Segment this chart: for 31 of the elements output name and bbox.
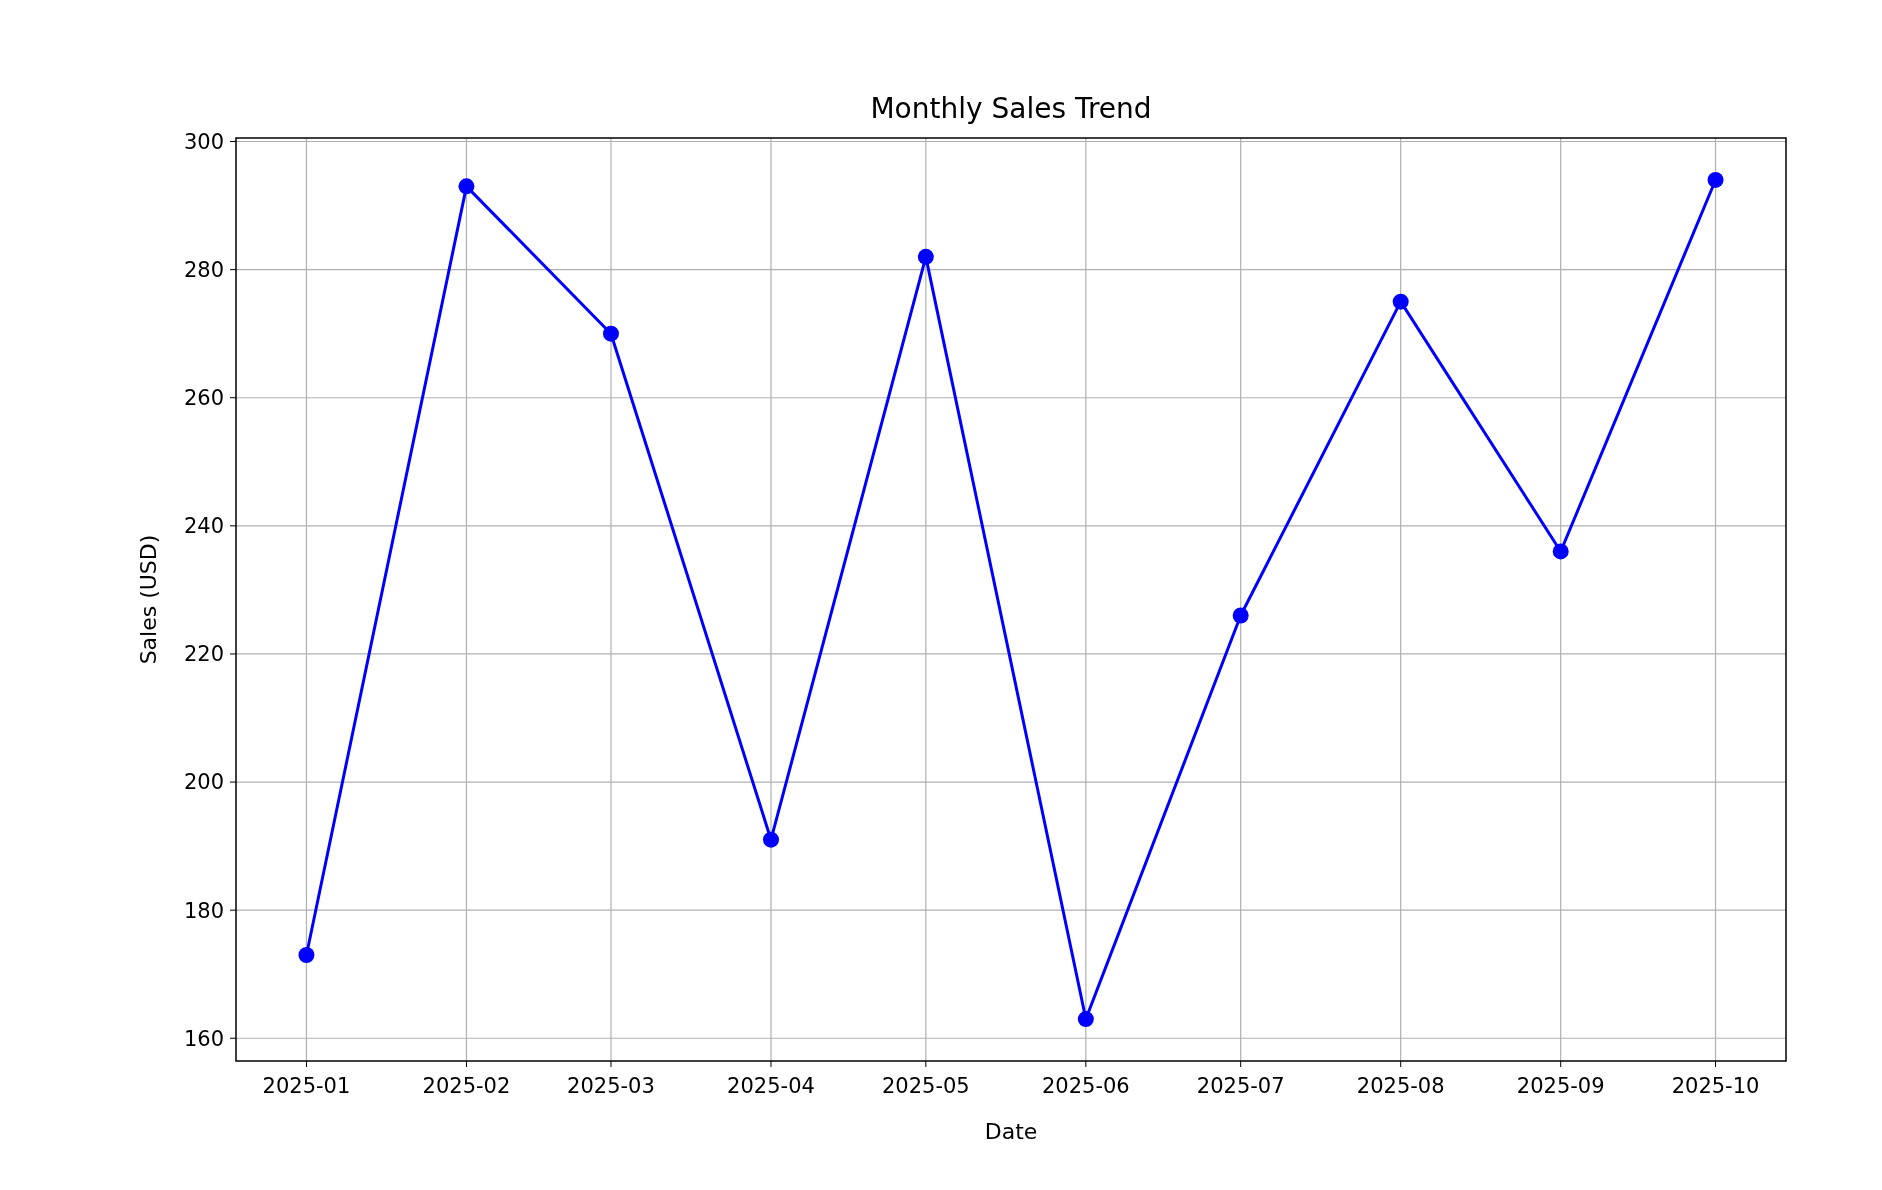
point	[762, 831, 779, 848]
point	[458, 178, 475, 195]
x-tick-label: 2025-01	[262, 1074, 351, 1098]
point	[917, 248, 934, 265]
y-tick-label: 220	[183, 642, 224, 667]
y-tick-label: 200	[183, 770, 224, 795]
y-tick-label: 260	[183, 386, 224, 411]
y-tick-label: 280	[183, 257, 224, 282]
y-tick-label: 240	[183, 514, 224, 539]
x-tick-label: 2025-03	[567, 1074, 655, 1098]
x-tick-label: 2025-10	[1671, 1074, 1760, 1098]
y-tick-label: 160	[183, 1026, 224, 1051]
x-tick-label: 2025-09	[1516, 1074, 1605, 1098]
x-tick-label: 2025-05	[881, 1074, 970, 1098]
x-axis-title: Date	[984, 1119, 1038, 1144]
x-tick-label: 2025-04	[727, 1074, 815, 1098]
point	[1232, 607, 1249, 624]
chart-title: Monthly Sales Trend	[870, 92, 1152, 125]
point	[1552, 543, 1569, 560]
x-tick-label: 2025-02	[422, 1074, 511, 1098]
x-tick-label: 2025-07	[1196, 1074, 1285, 1098]
x-tick-label: 2025-06	[1041, 1074, 1130, 1098]
point	[298, 946, 315, 963]
y-tick-label: 300	[183, 129, 224, 154]
x-tick-label: 2025-08	[1356, 1074, 1445, 1098]
y-axis-title: Sales (USD)	[136, 534, 161, 665]
point	[1707, 171, 1724, 188]
point	[1077, 1011, 1094, 1028]
point	[1392, 293, 1409, 310]
point	[602, 325, 619, 342]
y-tick-label: 180	[183, 898, 224, 923]
